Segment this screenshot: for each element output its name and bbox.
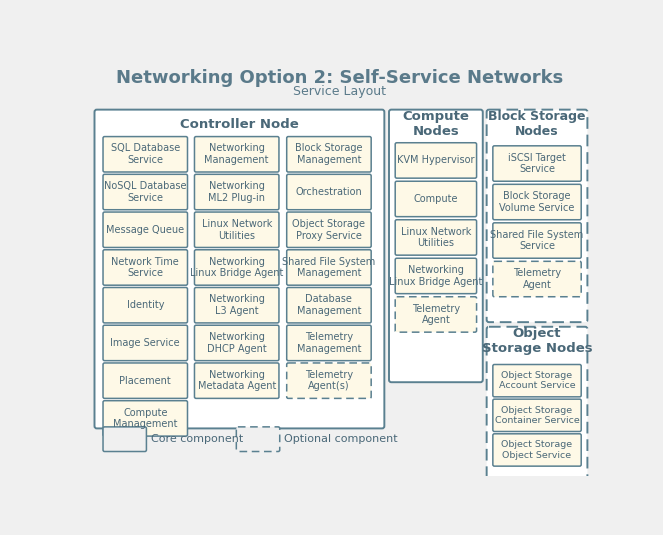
FancyBboxPatch shape (493, 434, 581, 466)
FancyBboxPatch shape (103, 325, 188, 361)
FancyBboxPatch shape (103, 287, 188, 323)
Text: Object Storage
Proxy Service: Object Storage Proxy Service (292, 219, 365, 241)
FancyBboxPatch shape (493, 261, 581, 297)
FancyBboxPatch shape (286, 250, 371, 285)
FancyBboxPatch shape (103, 174, 188, 210)
Text: Controller Node: Controller Node (180, 118, 299, 131)
FancyBboxPatch shape (286, 136, 371, 172)
FancyBboxPatch shape (194, 174, 279, 210)
Text: Block Storage
Nodes: Block Storage Nodes (488, 110, 586, 138)
Text: Service Layout: Service Layout (293, 85, 386, 98)
Text: Linux Network
Utilities: Linux Network Utilities (202, 219, 272, 241)
FancyBboxPatch shape (103, 363, 188, 399)
FancyBboxPatch shape (103, 250, 188, 285)
Text: Networking Option 2: Self-Service Networks: Networking Option 2: Self-Service Networ… (116, 69, 563, 87)
Text: Networking
Management: Networking Management (204, 143, 269, 165)
Text: Networking
ML2 Plug-in: Networking ML2 Plug-in (208, 181, 265, 203)
Text: Telemetry
Agent: Telemetry Agent (412, 304, 460, 325)
Text: iSCSI Target
Service: iSCSI Target Service (508, 152, 566, 174)
Text: Networking
DHCP Agent: Networking DHCP Agent (207, 332, 267, 354)
Text: Database
Management: Database Management (296, 294, 361, 316)
FancyBboxPatch shape (395, 297, 477, 332)
Text: NoSQL Database
Service: NoSQL Database Service (104, 181, 186, 203)
FancyBboxPatch shape (194, 363, 279, 399)
FancyBboxPatch shape (493, 364, 581, 397)
FancyBboxPatch shape (286, 325, 371, 361)
Text: Networking
Linux Bridge Agent: Networking Linux Bridge Agent (190, 257, 283, 278)
FancyBboxPatch shape (286, 212, 371, 248)
FancyBboxPatch shape (286, 363, 371, 399)
FancyBboxPatch shape (487, 110, 587, 322)
Text: Object Storage
Object Service: Object Storage Object Service (501, 440, 573, 460)
Text: Telemetry
Management: Telemetry Management (296, 332, 361, 354)
FancyBboxPatch shape (236, 427, 280, 452)
FancyBboxPatch shape (194, 287, 279, 323)
Text: Compute: Compute (414, 194, 458, 204)
FancyBboxPatch shape (493, 399, 581, 432)
FancyBboxPatch shape (194, 250, 279, 285)
Text: Compute
Management: Compute Management (113, 408, 178, 429)
FancyBboxPatch shape (194, 212, 279, 248)
FancyBboxPatch shape (103, 212, 188, 248)
Text: Networking
Linux Bridge Agent: Networking Linux Bridge Agent (389, 265, 483, 287)
Text: Network Time
Service: Network Time Service (111, 257, 179, 278)
Text: Telemetry
Agent(s): Telemetry Agent(s) (305, 370, 353, 392)
FancyBboxPatch shape (103, 136, 188, 172)
Text: Object
Storage Nodes: Object Storage Nodes (482, 327, 592, 355)
FancyBboxPatch shape (493, 223, 581, 258)
FancyBboxPatch shape (95, 110, 385, 429)
Text: Identity: Identity (127, 300, 164, 310)
FancyBboxPatch shape (487, 327, 587, 479)
FancyBboxPatch shape (194, 325, 279, 361)
FancyBboxPatch shape (493, 146, 581, 181)
FancyBboxPatch shape (395, 143, 477, 178)
FancyBboxPatch shape (395, 220, 477, 255)
Text: Networking
L3 Agent: Networking L3 Agent (209, 294, 265, 316)
Text: Optional component: Optional component (284, 434, 398, 444)
Text: SQL Database
Service: SQL Database Service (111, 143, 180, 165)
FancyBboxPatch shape (389, 110, 483, 382)
Text: Block Storage
Management: Block Storage Management (295, 143, 363, 165)
Text: Shared File System
Management: Shared File System Management (282, 257, 375, 278)
Text: Networking
Metadata Agent: Networking Metadata Agent (198, 370, 276, 392)
Text: Orchestration: Orchestration (296, 187, 362, 197)
FancyBboxPatch shape (194, 136, 279, 172)
Text: Core component: Core component (151, 434, 243, 444)
FancyBboxPatch shape (286, 287, 371, 323)
Text: Object Storage
Container Service: Object Storage Container Service (495, 406, 579, 425)
Text: Block Storage
Volume Service: Block Storage Volume Service (499, 191, 575, 213)
Text: KVM Hypervisor: KVM Hypervisor (397, 156, 475, 165)
Text: Linux Network
Utilities: Linux Network Utilities (400, 227, 471, 248)
Text: Object Storage
Account Service: Object Storage Account Service (499, 371, 575, 391)
Text: Telemetry
Agent: Telemetry Agent (513, 268, 561, 290)
FancyBboxPatch shape (395, 181, 477, 217)
Text: Placement: Placement (119, 376, 171, 386)
FancyBboxPatch shape (103, 427, 147, 452)
Text: Shared File System
Service: Shared File System Service (491, 230, 583, 251)
FancyBboxPatch shape (493, 185, 581, 220)
FancyBboxPatch shape (395, 258, 477, 294)
Text: Compute
Nodes: Compute Nodes (402, 110, 469, 138)
FancyBboxPatch shape (286, 174, 371, 210)
Text: Message Queue: Message Queue (106, 225, 184, 235)
FancyBboxPatch shape (103, 401, 188, 436)
Text: Image Service: Image Service (111, 338, 180, 348)
